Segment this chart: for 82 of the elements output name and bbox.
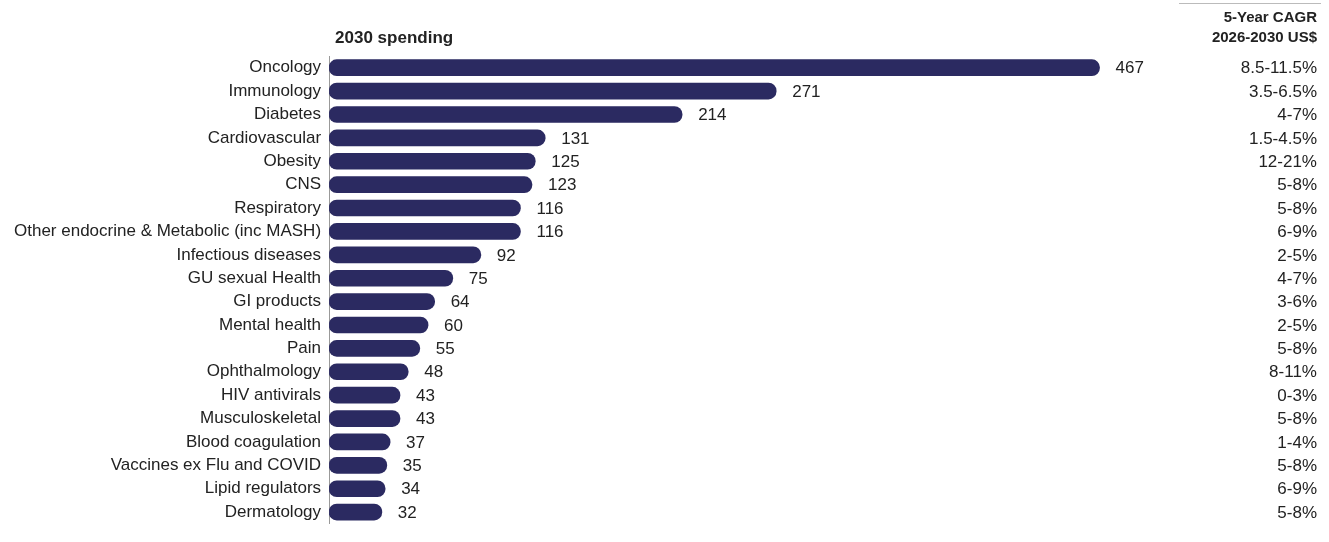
text: 8.5-11.5% <box>1240 58 1317 78</box>
text: 8-11% <box>1269 362 1317 382</box>
text: 5-8% <box>1277 339 1317 359</box>
y-tick-label: Dermatology <box>224 501 322 521</box>
y-tick-label: Oncology <box>249 57 322 77</box>
chart-title: 2030 spending <box>335 28 454 47</box>
y-tick-label: GU sexual Health <box>187 267 322 287</box>
data-label: 92 <box>496 245 516 265</box>
bar <box>329 503 383 521</box>
data-label: 35 <box>402 456 422 476</box>
y-tick-label: Cardiovascular <box>207 127 322 147</box>
y-tick-label: Infectious diseases <box>176 244 322 264</box>
bar <box>329 269 454 287</box>
data-label: 60 <box>444 315 463 335</box>
text: 5-8% <box>1277 198 1317 218</box>
y-tick-label: Lipid regulators <box>204 478 322 498</box>
text: 1-4% <box>1277 432 1317 452</box>
text: 5-8% <box>1277 502 1317 522</box>
data-label: 123 <box>548 175 577 195</box>
y-tick-label: CNS <box>285 174 322 194</box>
text: 5-8% <box>1277 409 1317 429</box>
data-label: 37 <box>406 432 426 452</box>
text: 5-Year CAGR 2026-2030 US$ <box>1211 8 1318 45</box>
data-label: 43 <box>416 385 435 405</box>
y-tick-label: Diabetes <box>253 104 322 124</box>
y-tick-label: GI products <box>233 291 322 311</box>
text: 3-6% <box>1277 292 1317 312</box>
data-label: 125 <box>551 151 580 171</box>
y-tick-label: Obesity <box>263 150 322 170</box>
bar <box>329 82 777 100</box>
y-tick-label: HIV antivirals <box>220 384 322 404</box>
text: 12-21% <box>1258 151 1317 171</box>
data-label: 75 <box>468 268 488 288</box>
text: 4-7% <box>1277 268 1317 288</box>
bar <box>329 152 536 170</box>
text: 5-8% <box>1277 456 1317 476</box>
bar <box>329 340 421 357</box>
text: 2-5% <box>1277 315 1317 335</box>
y-tick-label: Pain <box>287 338 322 358</box>
bar <box>329 457 388 474</box>
bar <box>329 386 401 404</box>
bar <box>329 246 482 264</box>
bar <box>329 410 401 427</box>
y-tick-label: Other endocrine & Metabolic (inc MASH) <box>14 221 322 241</box>
text: 3.5-6.5% <box>1248 81 1317 101</box>
y-tick-label: Vaccines ex Flu and COVID <box>110 455 322 475</box>
y-tick-label: Ophthalmology <box>206 361 322 381</box>
bar <box>329 480 386 498</box>
bar <box>329 223 521 240</box>
y-tick-label: Blood coagulation <box>185 431 322 451</box>
text: 6-9% <box>1277 479 1317 499</box>
data-label: 131 <box>561 128 590 148</box>
y-tick-label: Mental health <box>218 314 322 334</box>
data-label: 271 <box>792 81 821 101</box>
bar <box>329 363 409 381</box>
bar <box>329 199 521 217</box>
data-label: 55 <box>435 339 455 359</box>
y-tick-label: Respiratory <box>234 197 322 217</box>
text: 5-8% <box>1277 175 1317 195</box>
text: 6-9% <box>1277 222 1317 242</box>
data-label: 116 <box>536 222 564 242</box>
data-label: 34 <box>401 479 421 499</box>
bar <box>329 59 1100 77</box>
data-label: 48 <box>424 362 444 382</box>
bar <box>329 129 546 147</box>
bar <box>329 433 391 451</box>
data-label: 32 <box>397 502 417 522</box>
data-label: 467 <box>1115 58 1144 78</box>
y-tick-label: Immunology <box>228 80 322 100</box>
data-label: 116 <box>536 198 564 218</box>
data-label: 43 <box>416 409 435 429</box>
data-label: 214 <box>698 105 727 125</box>
text: 1.5-4.5% <box>1248 128 1317 148</box>
bar <box>329 316 429 334</box>
y-tick-label: Musculoskeletal <box>200 408 322 428</box>
text: 0-3% <box>1277 385 1317 405</box>
bar <box>329 293 435 310</box>
text: 4-7% <box>1277 105 1317 125</box>
bar <box>329 176 533 193</box>
bar <box>329 106 683 123</box>
data-label: 64 <box>450 292 470 312</box>
text: 2-5% <box>1277 245 1317 265</box>
